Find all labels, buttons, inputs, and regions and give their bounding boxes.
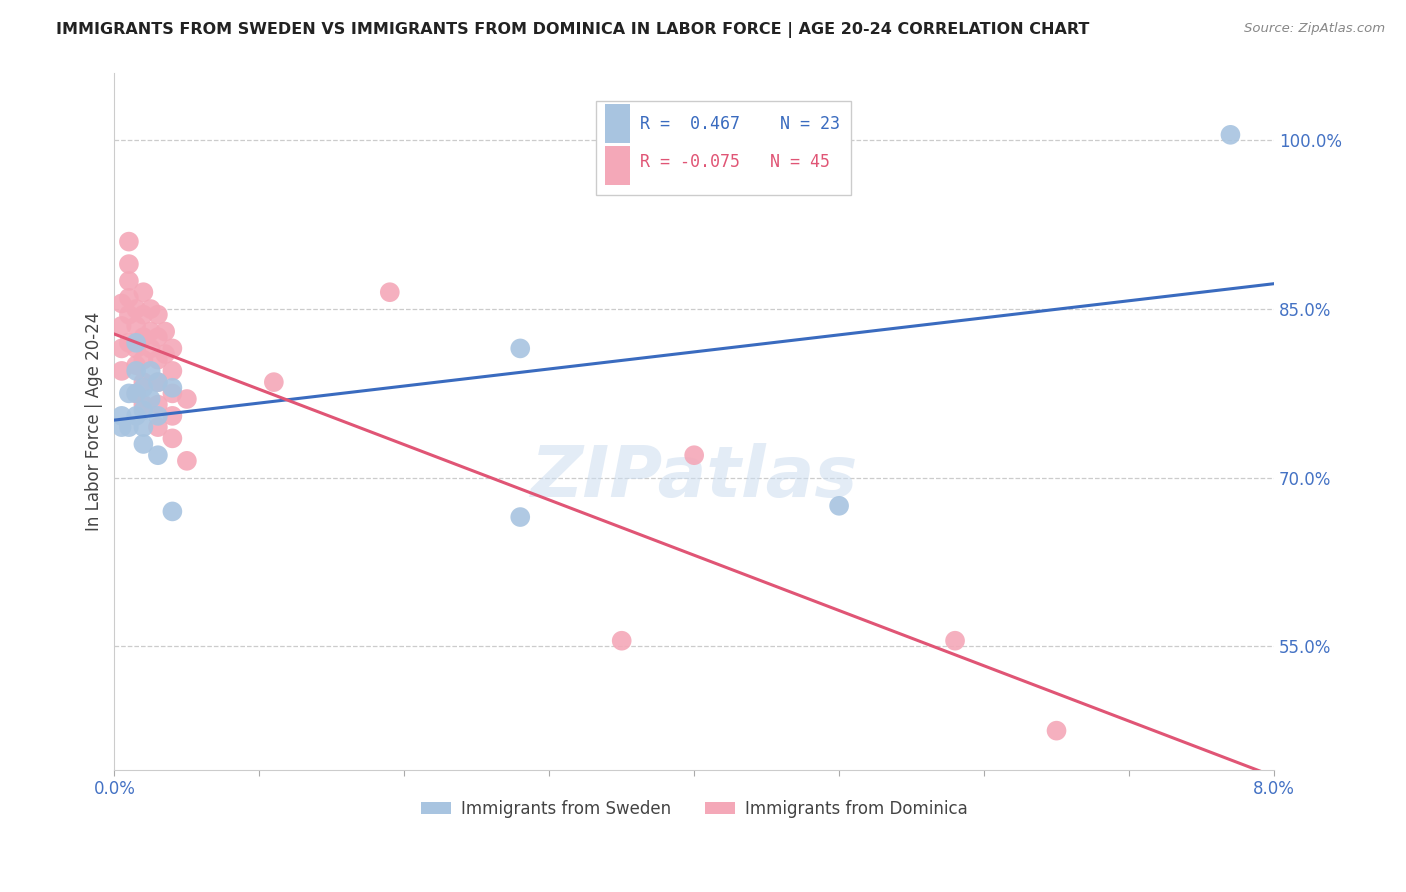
- Point: [162, 364, 184, 378]
- Text: R =  0.467    N = 23: R = 0.467 N = 23: [640, 115, 839, 133]
- Point: [132, 375, 155, 389]
- Point: [162, 381, 184, 395]
- Point: [378, 285, 401, 300]
- Point: [132, 398, 155, 412]
- Bar: [605, 104, 630, 143]
- Point: [132, 352, 155, 367]
- Text: IMMIGRANTS FROM SWEDEN VS IMMIGRANTS FROM DOMINICA IN LABOR FORCE | AGE 20-24 CO: IMMIGRANTS FROM SWEDEN VS IMMIGRANTS FRO…: [56, 22, 1090, 38]
- Text: ZIPatlas: ZIPatlas: [530, 442, 858, 512]
- Point: [146, 352, 169, 367]
- Point: [125, 364, 148, 378]
- Point: [162, 409, 184, 423]
- Point: [263, 375, 285, 389]
- Point: [610, 633, 633, 648]
- Point: [125, 342, 148, 356]
- Point: [153, 347, 176, 361]
- Point: [132, 381, 155, 395]
- Point: [125, 409, 148, 423]
- Point: [132, 308, 155, 322]
- Y-axis label: In Labor Force | Age 20-24: In Labor Force | Age 20-24: [86, 312, 103, 531]
- Point: [139, 342, 162, 356]
- Point: [132, 437, 155, 451]
- Point: [146, 330, 169, 344]
- Point: [125, 359, 148, 373]
- Point: [139, 325, 162, 339]
- Point: [132, 403, 155, 417]
- Point: [125, 386, 148, 401]
- Point: [146, 409, 169, 423]
- Point: [683, 448, 706, 462]
- Point: [139, 301, 162, 316]
- Point: [176, 392, 198, 406]
- Point: [162, 386, 184, 401]
- Text: Source: ZipAtlas.com: Source: ZipAtlas.com: [1244, 22, 1385, 36]
- Point: [943, 633, 966, 648]
- Point: [132, 420, 155, 434]
- Point: [139, 364, 162, 378]
- Point: [162, 504, 184, 518]
- Point: [146, 375, 169, 389]
- Point: [118, 291, 141, 305]
- Point: [118, 420, 141, 434]
- Point: [111, 420, 134, 434]
- Point: [509, 342, 531, 356]
- Point: [176, 454, 198, 468]
- Point: [111, 409, 134, 423]
- Point: [1045, 723, 1067, 738]
- Point: [125, 318, 148, 333]
- Point: [125, 301, 148, 316]
- Legend: Immigrants from Sweden, Immigrants from Dominica: Immigrants from Sweden, Immigrants from …: [415, 793, 974, 824]
- Point: [125, 386, 148, 401]
- Point: [146, 420, 169, 434]
- Point: [828, 499, 851, 513]
- Point: [111, 364, 134, 378]
- Point: [132, 330, 155, 344]
- Point: [146, 308, 169, 322]
- Point: [139, 392, 162, 406]
- Text: R = -0.075   N = 45: R = -0.075 N = 45: [640, 153, 830, 171]
- Point: [118, 274, 141, 288]
- Point: [509, 510, 531, 524]
- FancyBboxPatch shape: [596, 101, 851, 195]
- Point: [125, 335, 148, 350]
- Point: [146, 448, 169, 462]
- Point: [162, 342, 184, 356]
- Point: [111, 318, 134, 333]
- Point: [111, 342, 134, 356]
- Point: [146, 375, 169, 389]
- Point: [153, 325, 176, 339]
- Point: [1219, 128, 1241, 142]
- Point: [146, 398, 169, 412]
- Point: [111, 296, 134, 310]
- Point: [118, 308, 141, 322]
- Point: [162, 431, 184, 445]
- Point: [118, 235, 141, 249]
- Point: [118, 335, 141, 350]
- Point: [132, 285, 155, 300]
- Point: [118, 257, 141, 271]
- Bar: [605, 146, 630, 185]
- Point: [118, 386, 141, 401]
